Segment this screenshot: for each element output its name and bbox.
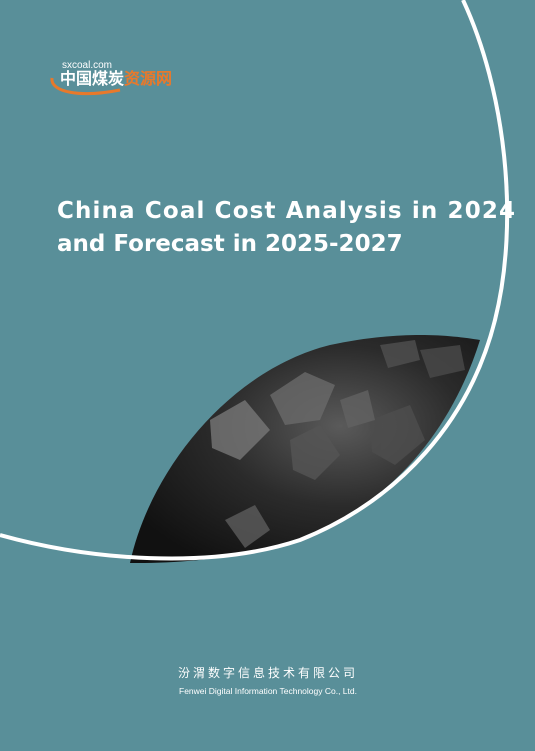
logo-name-white: 中国煤炭 — [60, 69, 124, 88]
logo-name-orange: 资源网 — [124, 69, 172, 88]
logo-name: 中国煤炭资源网 — [60, 69, 172, 88]
white-arc — [0, 0, 510, 561]
logo-swoosh — [50, 77, 121, 96]
title-line: and Forecast in 2025-2027 — [57, 231, 403, 257]
title-line: China Coal Cost Analysis in 2024 — [57, 198, 515, 224]
company-cn: 汾渭数字信息技术有限公司 — [178, 665, 358, 680]
logo-site: sxcoal.com — [62, 60, 112, 71]
company-en: Fenwei Digital Information Technology Co… — [179, 686, 357, 696]
coal-lumps — [210, 340, 465, 548]
